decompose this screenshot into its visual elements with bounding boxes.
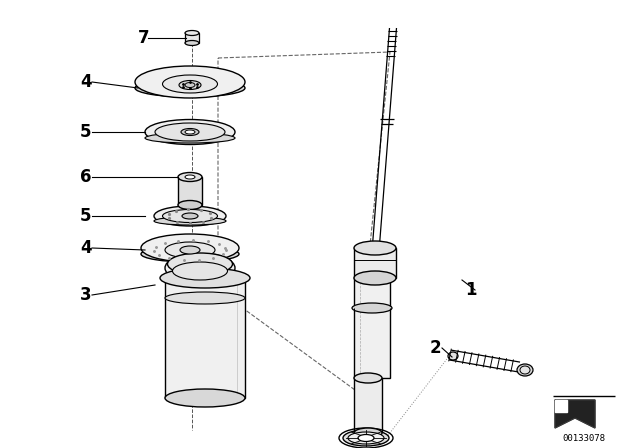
Ellipse shape	[185, 175, 195, 179]
Ellipse shape	[185, 30, 199, 35]
Bar	[354, 278, 390, 378]
Text: 5: 5	[80, 207, 92, 225]
Ellipse shape	[358, 435, 374, 441]
Ellipse shape	[180, 246, 200, 254]
Ellipse shape	[448, 352, 458, 360]
Ellipse shape	[155, 123, 225, 141]
Bar	[354, 378, 382, 433]
Ellipse shape	[154, 206, 226, 226]
Text: 2: 2	[430, 339, 442, 357]
Ellipse shape	[165, 253, 235, 283]
Ellipse shape	[163, 75, 218, 93]
Text: 6: 6	[80, 168, 92, 186]
Text: 3: 3	[80, 286, 92, 304]
Ellipse shape	[178, 172, 202, 181]
Bar	[354, 248, 396, 278]
Ellipse shape	[165, 389, 245, 407]
Ellipse shape	[517, 364, 533, 376]
Ellipse shape	[165, 292, 245, 304]
Ellipse shape	[141, 234, 239, 262]
Ellipse shape	[165, 242, 215, 258]
Bar	[178, 177, 202, 205]
Ellipse shape	[173, 262, 227, 280]
Ellipse shape	[160, 268, 250, 288]
Ellipse shape	[168, 253, 232, 275]
Ellipse shape	[354, 373, 382, 383]
Ellipse shape	[154, 217, 226, 225]
Polygon shape	[555, 400, 567, 412]
Ellipse shape	[181, 129, 199, 135]
Text: 4: 4	[80, 239, 92, 257]
Ellipse shape	[343, 430, 389, 446]
Bar	[185, 33, 199, 43]
Text: 5: 5	[80, 123, 92, 141]
Ellipse shape	[135, 66, 245, 98]
Ellipse shape	[520, 366, 530, 374]
Ellipse shape	[163, 210, 218, 223]
Ellipse shape	[135, 79, 245, 97]
Text: 1: 1	[465, 281, 477, 299]
Text: 4: 4	[80, 73, 92, 91]
Ellipse shape	[145, 133, 235, 143]
Ellipse shape	[145, 120, 235, 145]
Ellipse shape	[354, 428, 382, 438]
Ellipse shape	[352, 303, 392, 313]
Text: 7: 7	[138, 29, 150, 47]
Ellipse shape	[185, 40, 199, 46]
Ellipse shape	[182, 213, 198, 219]
Polygon shape	[555, 400, 595, 428]
Ellipse shape	[348, 432, 384, 444]
Ellipse shape	[179, 81, 201, 90]
Ellipse shape	[185, 82, 195, 87]
Ellipse shape	[354, 271, 396, 285]
Bar	[165, 278, 245, 398]
Ellipse shape	[354, 241, 396, 255]
Ellipse shape	[178, 201, 202, 210]
Ellipse shape	[185, 130, 195, 134]
Ellipse shape	[141, 246, 239, 262]
Text: 00133078: 00133078	[563, 434, 605, 443]
